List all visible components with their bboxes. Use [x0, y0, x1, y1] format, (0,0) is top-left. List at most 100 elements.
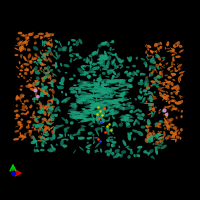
Ellipse shape [111, 49, 115, 50]
Ellipse shape [89, 94, 92, 98]
Ellipse shape [115, 55, 118, 59]
Ellipse shape [94, 85, 97, 89]
Ellipse shape [110, 80, 122, 83]
Ellipse shape [34, 146, 39, 147]
Ellipse shape [56, 100, 59, 105]
Ellipse shape [145, 50, 147, 54]
Ellipse shape [32, 68, 35, 72]
Ellipse shape [153, 130, 154, 132]
Ellipse shape [155, 141, 160, 143]
Ellipse shape [69, 87, 74, 91]
Ellipse shape [94, 84, 99, 86]
Ellipse shape [107, 70, 109, 73]
Ellipse shape [177, 64, 182, 68]
Ellipse shape [87, 75, 91, 78]
Ellipse shape [30, 66, 32, 69]
Ellipse shape [93, 82, 98, 85]
Ellipse shape [164, 127, 166, 130]
Ellipse shape [92, 63, 95, 66]
Ellipse shape [22, 41, 28, 44]
Ellipse shape [56, 98, 58, 100]
Ellipse shape [30, 70, 34, 75]
Ellipse shape [168, 66, 173, 68]
Ellipse shape [78, 89, 81, 93]
Ellipse shape [41, 133, 42, 135]
Ellipse shape [140, 79, 143, 82]
Ellipse shape [77, 114, 79, 117]
Ellipse shape [87, 137, 92, 139]
Ellipse shape [42, 50, 43, 51]
Ellipse shape [151, 132, 154, 135]
Ellipse shape [149, 95, 153, 102]
Ellipse shape [95, 111, 99, 113]
Ellipse shape [40, 50, 41, 54]
Ellipse shape [170, 123, 175, 126]
Ellipse shape [26, 67, 28, 72]
Ellipse shape [34, 66, 38, 70]
Ellipse shape [126, 117, 130, 119]
Ellipse shape [103, 79, 113, 81]
Ellipse shape [154, 134, 160, 138]
Ellipse shape [171, 87, 173, 89]
Ellipse shape [24, 40, 27, 43]
Ellipse shape [83, 58, 86, 61]
Ellipse shape [73, 84, 77, 86]
Ellipse shape [95, 100, 110, 104]
Ellipse shape [49, 99, 54, 102]
Ellipse shape [167, 135, 173, 138]
Ellipse shape [40, 91, 44, 96]
Ellipse shape [40, 136, 45, 139]
Ellipse shape [172, 132, 177, 135]
Ellipse shape [109, 42, 114, 43]
Ellipse shape [163, 58, 165, 60]
Ellipse shape [95, 137, 99, 139]
Ellipse shape [82, 96, 94, 99]
Ellipse shape [47, 94, 50, 97]
Ellipse shape [106, 132, 110, 135]
Ellipse shape [107, 70, 113, 75]
Ellipse shape [160, 71, 164, 72]
Ellipse shape [165, 136, 169, 140]
Ellipse shape [166, 62, 168, 65]
Ellipse shape [122, 82, 132, 86]
Ellipse shape [172, 100, 175, 102]
Ellipse shape [167, 118, 172, 123]
Ellipse shape [110, 138, 113, 142]
Ellipse shape [147, 113, 152, 115]
Ellipse shape [145, 138, 151, 142]
Ellipse shape [43, 127, 48, 132]
Ellipse shape [48, 115, 49, 117]
Ellipse shape [48, 100, 51, 101]
Ellipse shape [106, 126, 109, 132]
Ellipse shape [64, 128, 68, 133]
Ellipse shape [37, 140, 43, 142]
Ellipse shape [120, 66, 123, 69]
Ellipse shape [173, 51, 177, 54]
Ellipse shape [147, 59, 150, 60]
Ellipse shape [127, 57, 131, 62]
Ellipse shape [178, 77, 180, 79]
Ellipse shape [62, 144, 67, 148]
Ellipse shape [43, 92, 48, 95]
Ellipse shape [141, 95, 143, 99]
Ellipse shape [18, 135, 23, 138]
Ellipse shape [30, 130, 32, 135]
Ellipse shape [147, 55, 152, 57]
Ellipse shape [24, 132, 27, 135]
Ellipse shape [93, 117, 95, 123]
Ellipse shape [179, 45, 182, 48]
Ellipse shape [50, 120, 53, 122]
Ellipse shape [126, 114, 130, 116]
Ellipse shape [93, 102, 107, 106]
Ellipse shape [82, 108, 85, 110]
Ellipse shape [165, 119, 168, 125]
Ellipse shape [26, 80, 29, 82]
Ellipse shape [112, 102, 122, 105]
Ellipse shape [174, 101, 179, 105]
Ellipse shape [170, 70, 173, 72]
Ellipse shape [40, 52, 43, 56]
Ellipse shape [13, 138, 19, 141]
Ellipse shape [74, 116, 85, 119]
Ellipse shape [105, 127, 109, 130]
Ellipse shape [172, 106, 175, 110]
